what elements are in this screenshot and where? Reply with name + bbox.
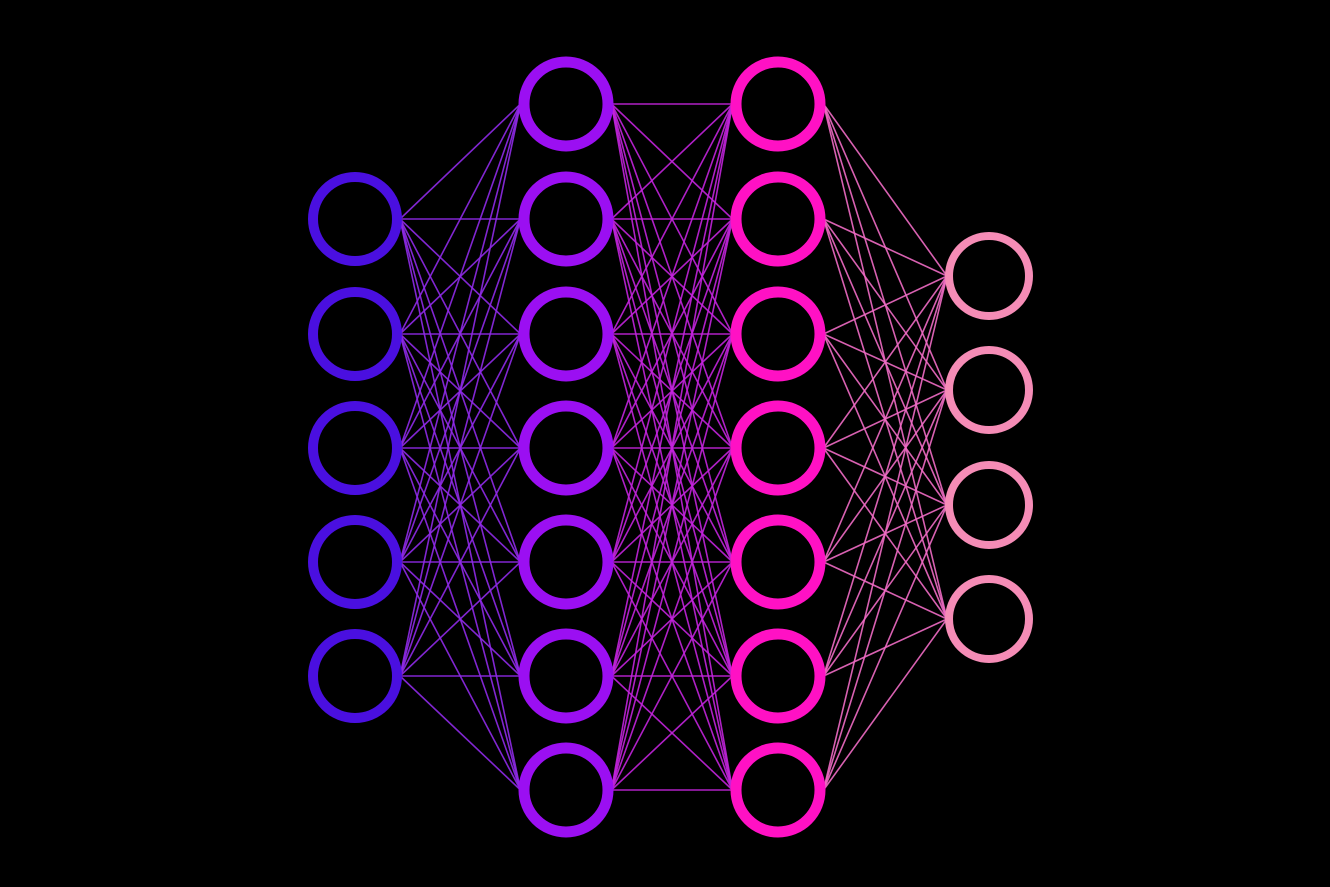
connection-hidden-1-3-to-hidden-2-0 [610, 103, 734, 449]
hidden-2-neuron-6 [730, 628, 826, 724]
connection-hidden-2-4-to-output-0 [822, 275, 948, 563]
connection-hidden-1-6-to-hidden-2-3 [610, 447, 734, 791]
connection-input-4-to-hidden-1-2 [399, 333, 522, 677]
connection-input-4-to-hidden-1-6 [399, 675, 522, 791]
hidden-1-neuron-3 [518, 286, 614, 382]
hidden-2-neuron-7 [730, 742, 826, 838]
output-neuron-2 [945, 346, 1033, 434]
connection-hidden-1-1-to-hidden-2-0 [610, 103, 734, 220]
connection-hidden-2-0-to-output-0 [822, 103, 948, 277]
hidden-1-neuron-4 [518, 400, 614, 496]
connection-input-4-to-hidden-1-3 [399, 447, 522, 677]
connection-hidden-2-2-to-output-0 [822, 275, 948, 335]
input-neuron-4 [308, 515, 402, 609]
connection-hidden-2-3-to-output-0 [822, 275, 948, 449]
hidden-2-neuron-5 [730, 514, 826, 610]
connection-hidden-2-1-to-output-0 [822, 218, 948, 277]
connection-input-1-to-hidden-1-0 [399, 103, 522, 335]
connection-hidden-1-6-to-hidden-2-4 [610, 561, 734, 791]
input-neuron-5 [308, 629, 402, 723]
hidden-1-neuron-5 [518, 514, 614, 610]
hidden-1-neuron-2 [518, 171, 614, 267]
hidden-1-neuron-6 [518, 628, 614, 724]
connection-hidden-1-6-to-hidden-2-2 [610, 333, 734, 791]
hidden-1-neuron-1 [518, 56, 614, 152]
input-neuron-1 [308, 172, 402, 266]
hidden-2-neuron-2 [730, 171, 826, 267]
hidden-2-neuron-3 [730, 286, 826, 382]
input-neuron-3 [308, 401, 402, 495]
connections-group [399, 103, 948, 791]
connection-input-4-to-hidden-1-0 [399, 103, 522, 677]
hidden-2-neuron-4 [730, 400, 826, 496]
output-neuron-1 [945, 232, 1033, 320]
output-neuron-4 [945, 575, 1033, 663]
hidden-2-neuron-1 [730, 56, 826, 152]
connection-hidden-2-6-to-output-3 [822, 618, 948, 791]
connection-hidden-1-2-to-hidden-2-0 [610, 103, 734, 335]
connection-hidden-1-6-to-hidden-2-0 [610, 103, 734, 791]
connection-input-4-to-hidden-1-1 [399, 218, 522, 677]
output-neuron-3 [945, 461, 1033, 549]
connection-input-3-to-hidden-1-0 [399, 103, 522, 563]
connection-input-0-to-hidden-1-0 [399, 103, 522, 220]
hidden-1-neuron-7 [518, 742, 614, 838]
input-neuron-2 [308, 287, 402, 381]
connection-hidden-2-5-to-output-0 [822, 275, 948, 677]
connection-input-2-to-hidden-1-0 [399, 103, 522, 449]
connection-hidden-2-6-to-output-2 [822, 504, 948, 791]
connection-hidden-1-6-to-hidden-2-5 [610, 675, 734, 791]
connection-hidden-2-6-to-output-0 [822, 275, 948, 791]
connection-hidden-2-6-to-output-1 [822, 389, 948, 791]
connection-input-4-to-hidden-1-4 [399, 561, 522, 677]
connection-hidden-1-6-to-hidden-2-1 [610, 218, 734, 791]
connection-hidden-1-5-to-hidden-2-0 [610, 103, 734, 677]
neurons-group [308, 56, 1033, 838]
connection-hidden-1-4-to-hidden-2-0 [610, 103, 734, 563]
